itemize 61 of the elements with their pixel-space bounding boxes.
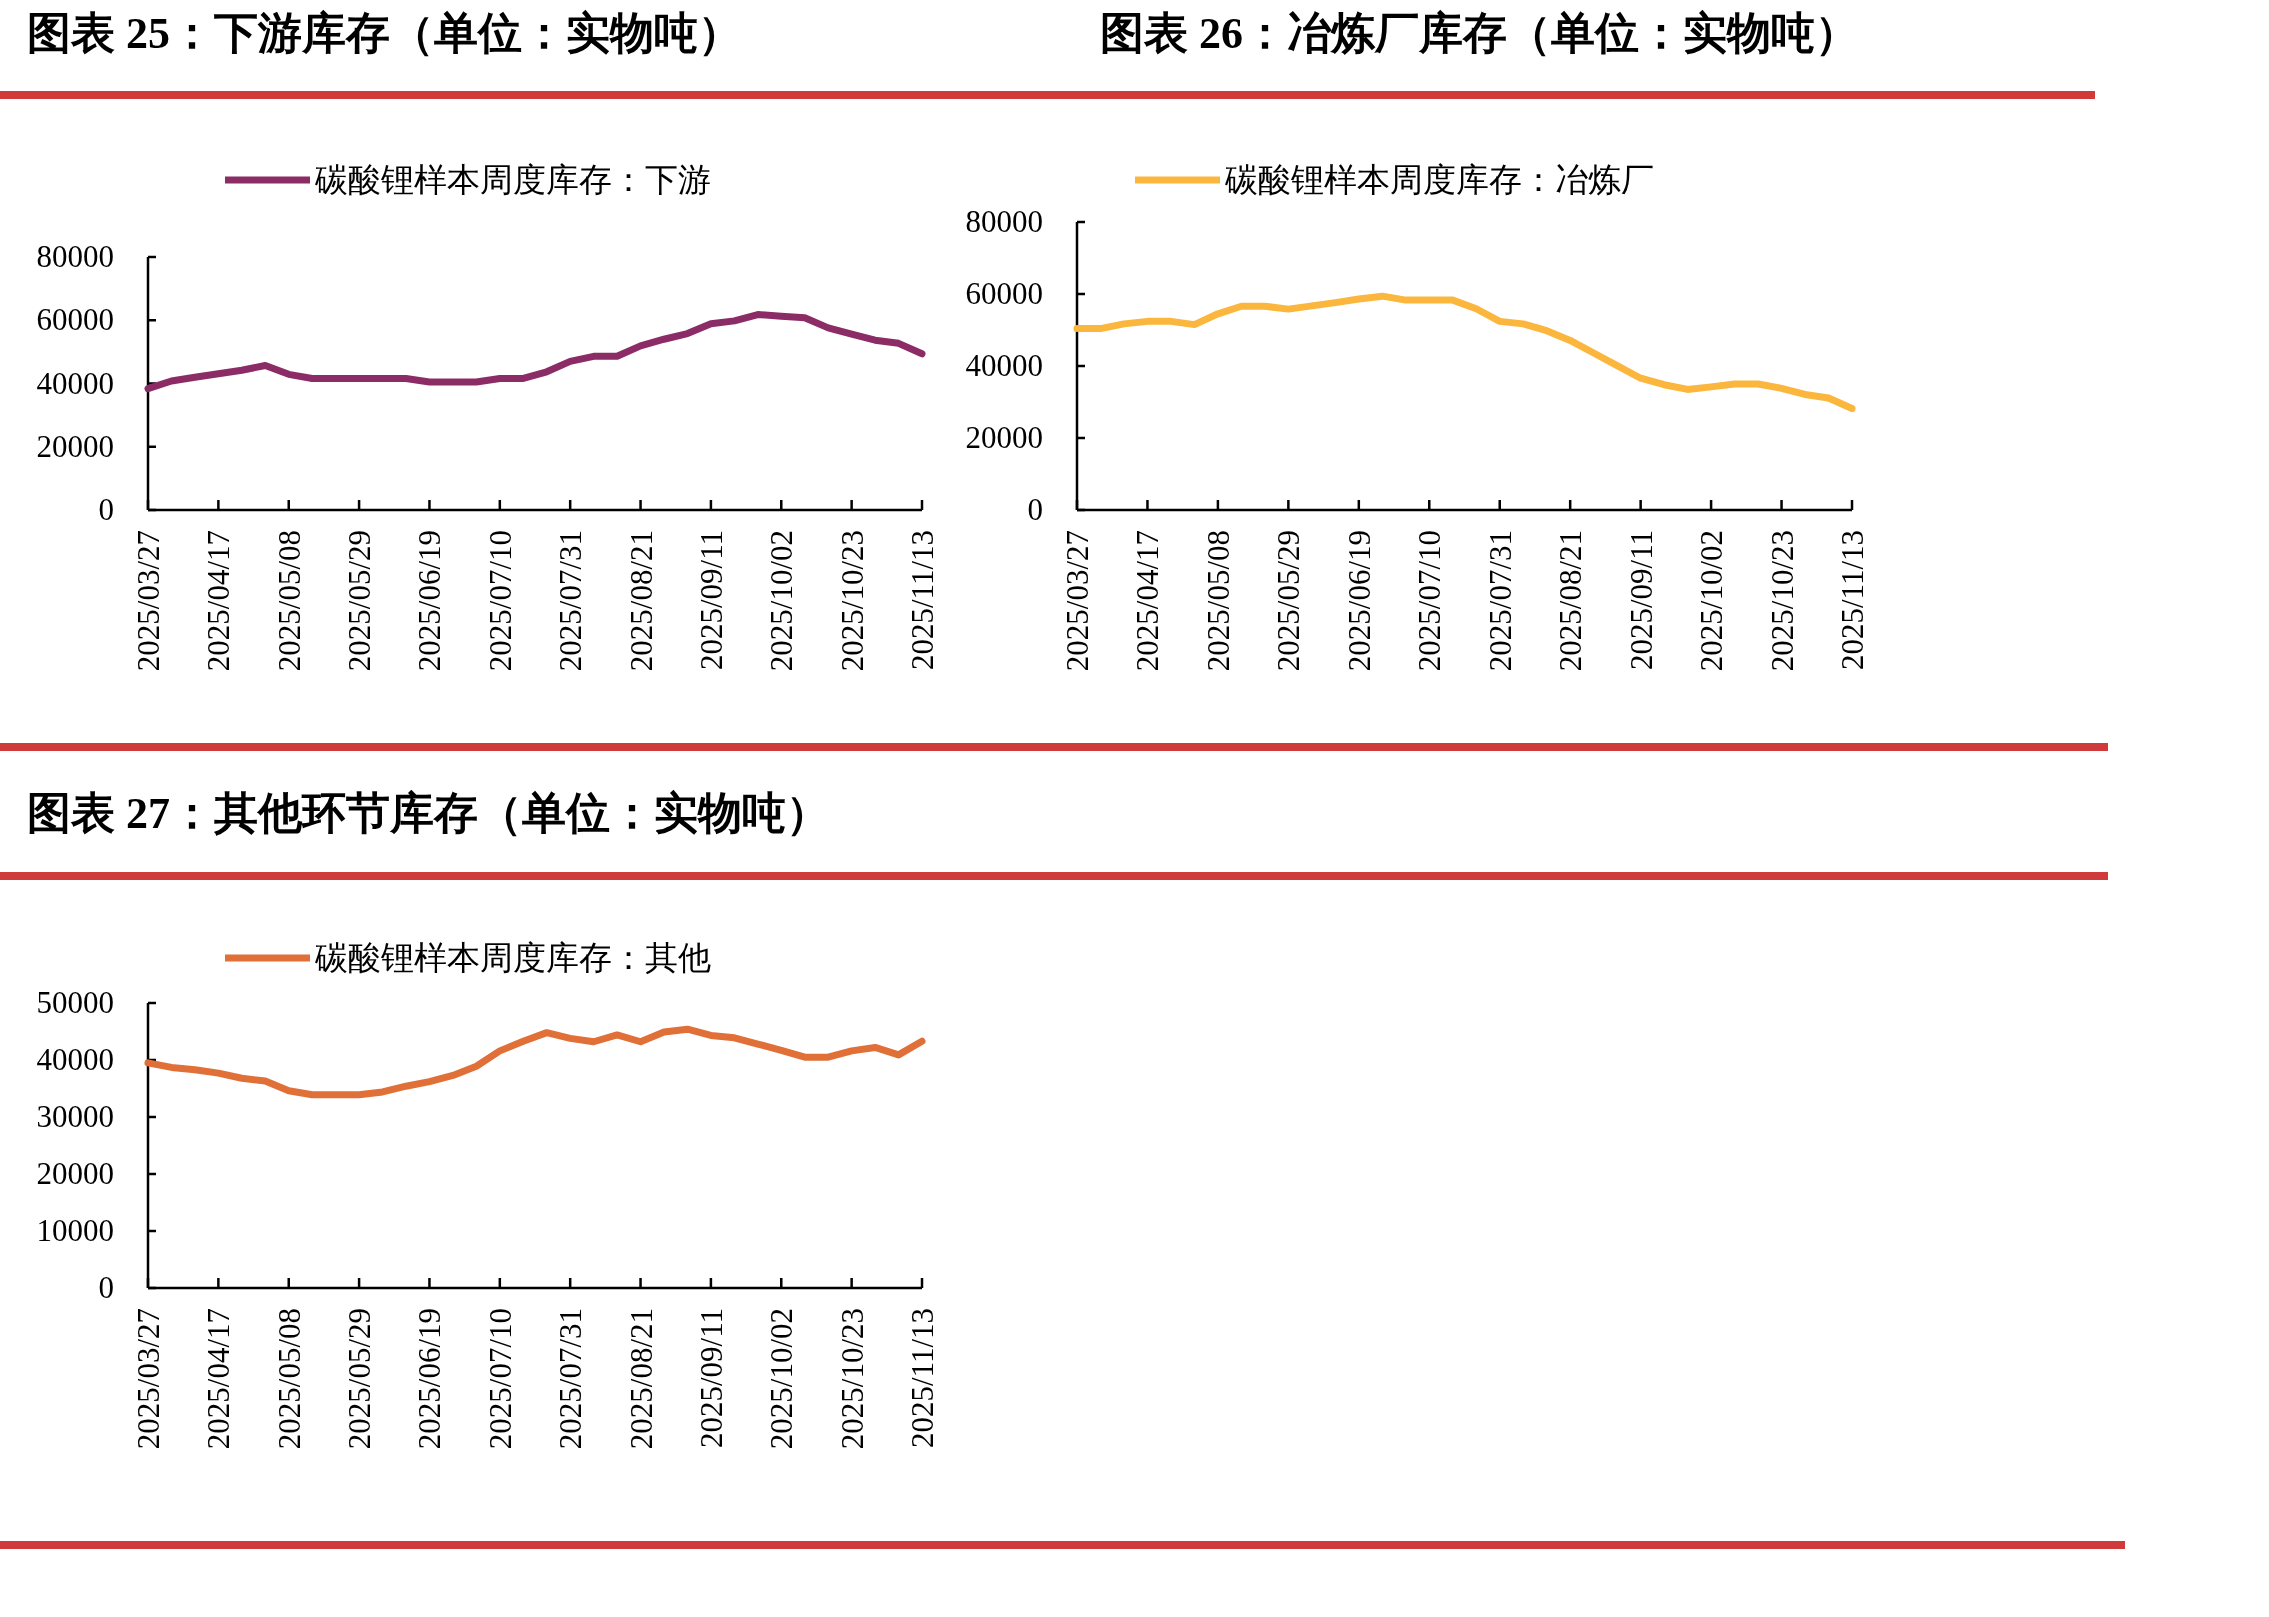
x-tick-label: 2025/10/23: [834, 1308, 870, 1450]
x-tick-label: 2025/07/31: [553, 530, 589, 672]
chart-title: 图表 25：下游库存（单位：实物吨）: [27, 9, 742, 58]
y-tick-label: 60000: [36, 302, 114, 338]
x-tick-label: 2025/09/11: [693, 1308, 729, 1449]
x-tick-label: 2025/05/29: [342, 1308, 378, 1450]
x-tick-label: 2025/05/29: [1271, 530, 1307, 672]
x-tick-label: 2025/10/02: [764, 530, 800, 672]
x-tick-label: 2025/10/23: [1764, 530, 1800, 672]
x-tick-label: 2025/11/13: [905, 1308, 940, 1449]
legend-label: 碳酸锂样本周度库存：下游: [314, 162, 711, 198]
x-tick-label: 2025/05/08: [1200, 530, 1236, 672]
x-tick-label: 2025/11/13: [905, 530, 940, 671]
y-tick-label: 40000: [36, 365, 114, 401]
x-tick-label: 2025/04/17: [201, 530, 237, 672]
legend: 碳酸锂样本周度库存：下游: [225, 162, 711, 198]
x-tick-label: 2025/11/13: [1835, 530, 1870, 671]
x-tick-label: 2025/05/08: [271, 1308, 307, 1450]
x-tick-label: 2025/06/19: [412, 1308, 448, 1450]
x-tick-label: 2025/06/19: [1341, 530, 1377, 672]
y-tick-label: 40000: [36, 1042, 114, 1077]
x-tick-label: 2025/03/27: [131, 530, 166, 672]
chart-title: 图表 26：冶炼厂库存（单位：实物吨）: [1100, 9, 1859, 58]
y-tick-label: 50000: [36, 985, 114, 1020]
x-tick-label: 2025/04/17: [1130, 530, 1166, 672]
y-tick-label: 20000: [36, 1156, 114, 1191]
x-tick-label: 2025/09/11: [693, 530, 729, 671]
chart-title: 图表 27：其他环节库存（单位：实物吨）: [27, 789, 830, 838]
y-tick-label: 20000: [36, 428, 114, 464]
x-tick-label: 2025/05/08: [271, 530, 307, 672]
x-tick-label: 2025/10/02: [1694, 530, 1730, 672]
y-tick-label: 20000: [965, 420, 1043, 455]
x-tick-label: 2025/07/31: [553, 1308, 589, 1450]
x-tick-label: 2025/03/27: [1060, 530, 1095, 672]
x-tick-label: 2025/09/11: [1623, 530, 1659, 671]
x-tick-label: 2025/04/17: [201, 1308, 237, 1450]
y-tick-label: 0: [98, 492, 114, 527]
y-tick-label: 0: [1027, 492, 1043, 527]
y-tick-label: 30000: [36, 1099, 114, 1134]
x-tick-label: 2025/06/19: [412, 530, 448, 672]
legend: 碳酸锂样本周度库存：冶炼厂: [1135, 162, 1654, 198]
x-tick-label: 2025/05/29: [342, 530, 378, 672]
legend: 碳酸锂样本周度库存：其他: [225, 940, 711, 976]
y-tick-label: 10000: [36, 1213, 114, 1248]
x-tick-label: 2025/03/27: [131, 1308, 166, 1450]
y-tick-label: 80000: [965, 204, 1043, 239]
x-tick-label: 2025/07/10: [482, 1308, 518, 1450]
legend-label: 碳酸锂样本周度库存：其他: [314, 940, 711, 976]
y-tick-label: 60000: [965, 276, 1043, 311]
x-tick-label: 2025/08/21: [1553, 530, 1589, 672]
x-tick-label: 2025/07/31: [1482, 530, 1518, 672]
x-tick-label: 2025/10/23: [834, 530, 870, 672]
x-tick-label: 2025/08/21: [623, 530, 659, 672]
x-tick-label: 2025/07/10: [1412, 530, 1448, 672]
y-tick-label: 80000: [36, 239, 114, 274]
x-tick-label: 2025/10/02: [764, 1308, 800, 1450]
x-tick-label: 2025/07/10: [482, 530, 518, 672]
x-tick-label: 2025/08/21: [623, 1308, 659, 1450]
y-tick-label: 0: [98, 1270, 114, 1305]
legend-label: 碳酸锂样本周度库存：冶炼厂: [1224, 162, 1654, 198]
y-tick-label: 40000: [965, 348, 1043, 383]
